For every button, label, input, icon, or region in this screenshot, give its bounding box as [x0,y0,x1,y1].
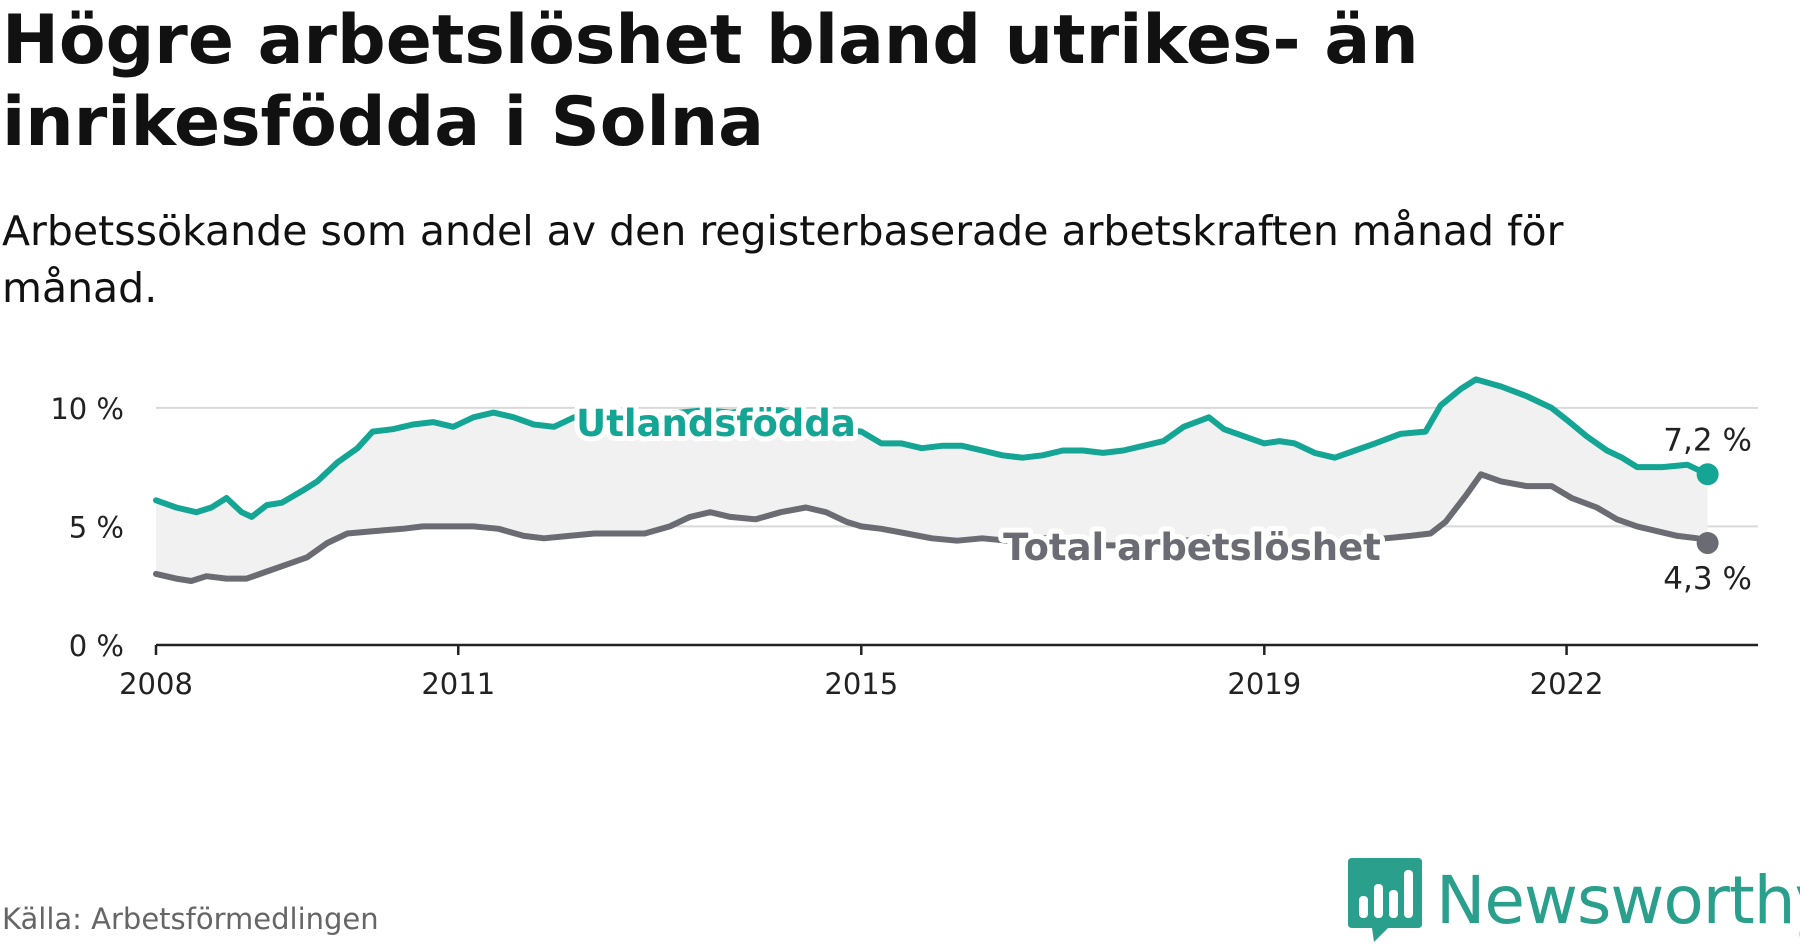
series-line-utlandsfodda [153,376,1711,520]
end-point-utlandsfodda [1696,463,1719,486]
badge-bar-3 [1389,890,1398,918]
brand-logo: Newsworthy [1348,858,1800,942]
y-tick-label: 10 % [50,392,124,426]
y-tick-label: 5 % [69,510,124,544]
series-lines [153,376,1719,584]
badge-bar-2 [1374,884,1383,918]
end-label-utlandsfodda: 7,2 % [1663,422,1752,458]
line-chart: 0 % 5 % 10 % 2008 2011 2015 2019 2022 Utlandsfö… [50,376,1758,701]
y-tick-label: 0 % [69,629,124,663]
end-point-total [1696,532,1719,555]
x-tick-label: 2022 [1530,667,1604,701]
shaded-band-area [156,379,1708,581]
chart-title: Högre arbetslöshet bland utrikes- än inr… [2,1,1419,162]
shaded-band [156,379,1708,581]
badge-bar-4 [1404,870,1413,918]
series-label-total: Total arbetslöshet [1003,526,1381,569]
chart-labels: Utlandsfödda Total arbetslöshet 7,2 % 4,3 % [571,397,1752,597]
series-line-total [153,471,1711,584]
end-label-total: 4,3 % [1663,561,1752,597]
badge-bar-1 [1359,896,1368,918]
badge-shape [1348,858,1422,942]
axes: 0 % 5 % 10 % 2008 2011 2015 2019 2022 [50,392,1758,701]
series-label-utlandsfodda: Utlandsfödda [576,402,856,445]
source-note: Källa: Arbetsförmedlingen [2,902,379,936]
bar-chart-badge-icon [1348,858,1422,942]
x-tick-label: 2019 [1227,667,1301,701]
x-tick-label: 2015 [824,667,898,701]
x-tick-label: 2011 [421,667,495,701]
x-tick-label: 2008 [119,667,193,701]
brand-name: Newsworthy [1436,861,1800,939]
chart-subtitle: Arbetssökande som andel av den registerb… [2,207,1564,312]
